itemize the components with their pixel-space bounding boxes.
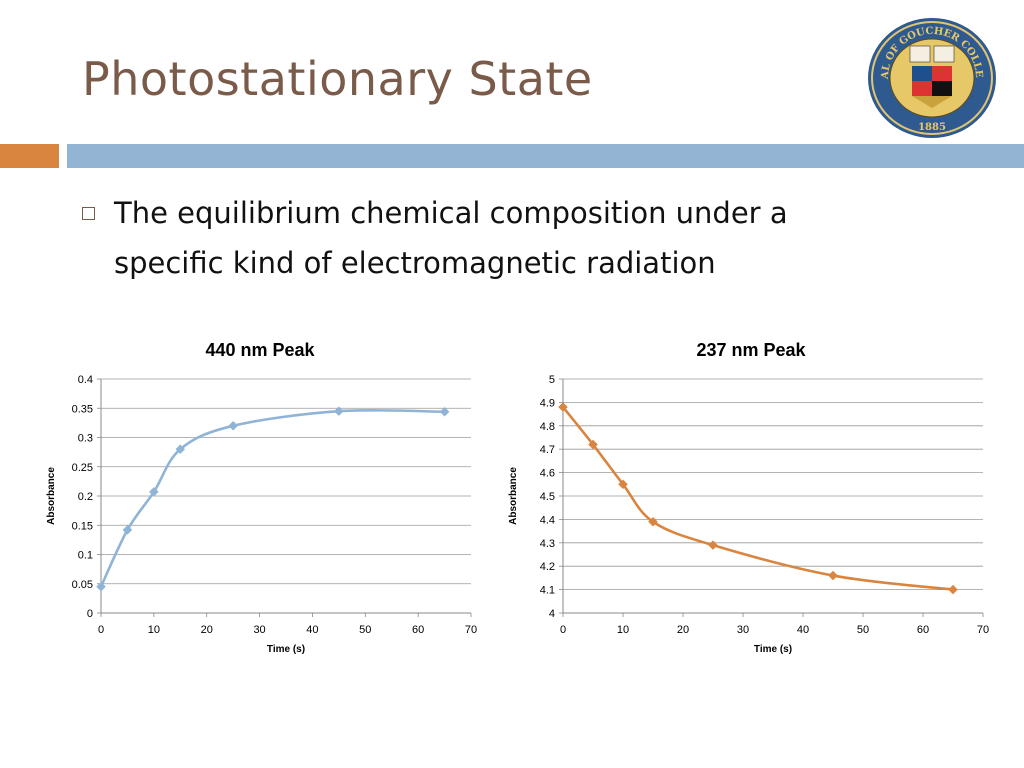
data-point [439, 406, 450, 417]
header-divider-bar [67, 144, 1024, 168]
accent-bar [0, 144, 59, 168]
x-tick-label: 0 [560, 624, 566, 636]
data-point [96, 581, 106, 592]
data-point [228, 420, 238, 431]
bullet-item: The equilibrium chemical composition und… [82, 188, 882, 288]
slide-title: Photostationary State [82, 52, 593, 106]
y-tick-label: 0.25 [72, 462, 93, 474]
y-tick-label: 4.1 [540, 585, 555, 597]
data-point [149, 487, 159, 497]
x-tick-label: 50 [359, 624, 371, 636]
y-tick-label: 5 [549, 374, 555, 386]
x-tick-label: 70 [977, 624, 989, 636]
data-point [588, 439, 598, 450]
x-tick-label: 50 [857, 624, 869, 636]
y-tick-label: 4.3 [540, 538, 555, 550]
x-tick-label: 0 [98, 624, 104, 636]
y-tick-label: 4.5 [540, 491, 555, 503]
chart-title: 237 nm Peak [696, 340, 806, 360]
y-axis-title: Absorbance [46, 467, 57, 525]
y-tick-label: 0.3 [78, 433, 93, 445]
goucher-college-seal: SEAL OF GOUCHER COLLEGE 1885 [866, 16, 996, 138]
y-tick-label: 4.7 [540, 444, 555, 456]
x-tick-label: 40 [306, 624, 318, 636]
svg-text:1885: 1885 [918, 122, 946, 133]
x-tick-label: 30 [253, 624, 265, 636]
y-tick-label: 4.4 [540, 514, 555, 526]
data-point [558, 402, 568, 412]
y-tick-label: 4.2 [540, 561, 555, 573]
x-tick-label: 20 [677, 624, 689, 636]
y-tick-label: 0 [87, 608, 93, 620]
data-point [618, 479, 628, 490]
data-point [122, 525, 133, 535]
x-tick-label: 10 [617, 624, 629, 636]
y-tick-label: 4.6 [540, 468, 555, 480]
chart-title: 440 nm Peak [205, 340, 315, 360]
y-tick-label: 4.9 [540, 397, 555, 409]
y-tick-label: 4.8 [540, 421, 555, 433]
x-axis-title: Time (s) [754, 644, 792, 655]
y-tick-label: 0.35 [72, 403, 93, 415]
x-tick-label: 70 [465, 624, 477, 636]
y-tick-label: 0.1 [78, 550, 93, 562]
x-tick-label: 40 [797, 624, 809, 636]
series-line [561, 406, 954, 591]
data-point [948, 584, 958, 595]
square-bullet-icon [82, 207, 95, 220]
data-point [708, 540, 718, 550]
x-tick-label: 10 [148, 624, 160, 636]
y-tick-label: 0.4 [78, 374, 93, 386]
y-axis-title: Absorbance [508, 467, 519, 525]
x-tick-label: 60 [412, 624, 424, 636]
data-point [648, 516, 658, 527]
data-point [334, 406, 344, 417]
y-tick-label: 0.15 [72, 520, 93, 532]
y-tick-label: 0.2 [78, 491, 93, 503]
chart-237nm: 237 nm Peak 4 4.1 4.2 4.3 4.4 4.5 4.6 4.7 4.8 4.9 5… [508, 340, 989, 655]
chart-440nm: 440 nm Peak 0 0.05 0.1 0.15 0.2 0.25 0.3 0.35 0.4… [46, 340, 477, 655]
data-point [175, 444, 186, 455]
x-tick-label: 60 [917, 624, 929, 636]
series-line [99, 408, 445, 588]
data-point [828, 570, 838, 581]
x-tick-label: 20 [201, 624, 213, 636]
x-axis-title: Time (s) [267, 644, 305, 655]
y-tick-label: 4 [549, 608, 555, 620]
bullet-text: The equilibrium chemical composition und… [114, 196, 788, 280]
y-tick-label: 0.05 [72, 579, 93, 591]
x-tick-label: 30 [737, 624, 749, 636]
